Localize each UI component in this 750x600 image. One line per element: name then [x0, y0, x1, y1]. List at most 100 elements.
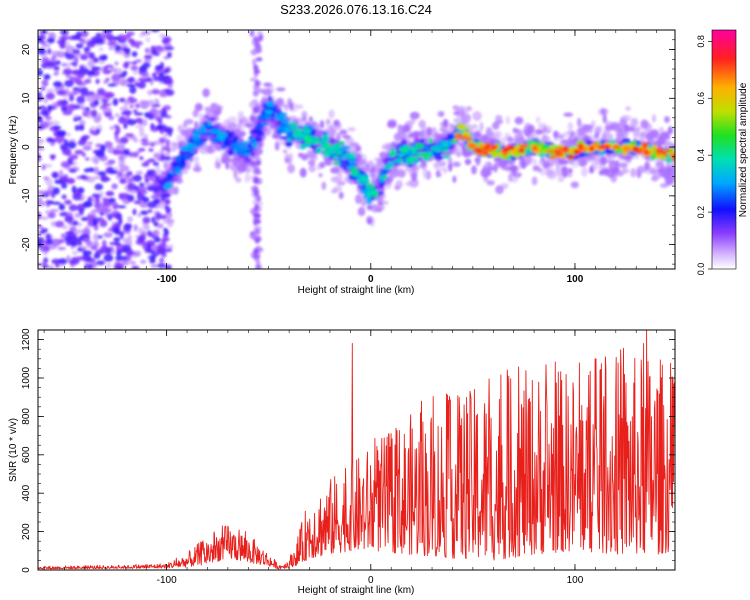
heatmap-blob	[202, 88, 210, 98]
heatmap-blob	[85, 107, 90, 112]
heatmap-blob	[61, 182, 68, 189]
heatmap-blob	[114, 113, 121, 118]
heatmap-blob	[218, 131, 228, 137]
heatmap-blob	[119, 97, 125, 103]
heatmap-blob	[114, 61, 119, 66]
heatmap-blob	[491, 144, 498, 150]
heatmap-blob	[319, 120, 325, 129]
heatmap-blob	[52, 201, 61, 205]
heatmap-blob	[174, 166, 181, 172]
heatmap-blob	[94, 158, 99, 165]
heatmap-blob	[80, 217, 89, 221]
heatmap-blob	[180, 129, 189, 136]
heatmap-blob	[560, 139, 571, 144]
heatmap-blob	[156, 223, 164, 229]
x-tick-label: -100	[157, 575, 177, 586]
heatmap-blob	[461, 131, 470, 136]
heatmap-blob	[339, 129, 348, 135]
heatmap-blob	[159, 149, 165, 155]
heatmap-blob	[452, 105, 459, 110]
heatmap-blob	[448, 123, 456, 129]
x-tick-label: 0	[368, 575, 374, 586]
heatmap-blob	[102, 239, 107, 248]
heatmap-blob	[338, 191, 344, 200]
heatmap-blob	[155, 212, 162, 221]
heatmap-blob	[64, 235, 72, 242]
heatmap-blob	[112, 149, 121, 156]
heatmap-blob	[70, 256, 80, 265]
heatmap-blob	[527, 124, 535, 134]
heatmap-blob	[336, 180, 346, 186]
heatmap-blob	[531, 176, 538, 186]
y-tick-label: 0	[21, 567, 32, 573]
heatmap-blob	[252, 60, 257, 67]
heatmap-blob	[119, 165, 130, 172]
heatmap-blob	[122, 70, 128, 76]
heatmap-blob	[161, 237, 170, 242]
heatmap-blob	[50, 120, 61, 126]
heatmap-blob	[164, 68, 170, 73]
heatmap-blob	[53, 81, 63, 88]
heatmap-blob	[62, 68, 73, 75]
heatmap-blob	[154, 174, 160, 181]
heatmap-blob	[377, 200, 383, 206]
heatmap-blob	[256, 219, 261, 224]
heatmap-blob	[242, 147, 251, 151]
heatmap-blob	[139, 201, 149, 209]
heatmap-blob	[183, 121, 188, 128]
heatmap-blob	[567, 122, 574, 131]
heatmap-blob	[40, 109, 48, 116]
heatmap-blob	[498, 157, 507, 168]
heatmap-blob	[107, 213, 113, 221]
heatmap-blob	[82, 228, 91, 236]
heatmap-blob	[344, 160, 350, 167]
heatmap-blob	[485, 127, 493, 136]
heatmap-blob	[63, 139, 69, 146]
heatmap-blob	[38, 196, 42, 202]
heatmap-blob	[568, 167, 573, 174]
heatmap-blob	[142, 216, 151, 224]
heatmap-blob	[166, 51, 172, 59]
heatmap-blob	[328, 128, 337, 136]
heatmap-blob	[111, 183, 118, 190]
heatmap-blob	[38, 69, 43, 77]
heatmap-blob	[387, 121, 397, 129]
heatmap-blob	[625, 106, 631, 111]
heatmap-blob	[164, 46, 175, 51]
heatmap-blob	[650, 156, 657, 160]
heatmap-blob	[460, 110, 466, 119]
heatmap-blob	[455, 151, 462, 158]
heatmap-blob	[589, 145, 595, 152]
heatmap-blob	[434, 148, 441, 153]
heatmap-blob	[126, 171, 133, 176]
heatmap-blob	[102, 99, 108, 104]
heatmap-blob	[38, 115, 42, 122]
heatmap-blob	[652, 114, 656, 123]
heatmap-blob	[432, 127, 437, 132]
heatmap-blob	[43, 257, 49, 264]
heatmap-blob	[163, 162, 169, 170]
x-tick-label: -100	[157, 274, 177, 285]
heatmap-blob	[507, 145, 515, 151]
heatmap-blob	[144, 112, 150, 118]
heatmap-blob	[174, 156, 182, 163]
heatmap-blob	[146, 243, 152, 251]
heatmap-blob	[135, 170, 144, 175]
heatmap-blob	[253, 218, 258, 226]
heatmap-blob	[133, 200, 142, 205]
heatmap-blob	[401, 147, 409, 153]
heatmap-blob	[46, 88, 55, 94]
heatmap-blob	[165, 89, 175, 96]
heatmap-blob	[189, 148, 195, 154]
heatmap-blob	[67, 157, 74, 165]
heatmap-blob	[139, 182, 145, 187]
heatmap-blob	[508, 173, 513, 182]
heatmap-blob	[46, 238, 53, 246]
heatmap-blob	[171, 161, 180, 168]
heatmap-blob	[74, 124, 80, 131]
heatmap-blob	[75, 43, 84, 49]
heatmap-blob	[71, 69, 82, 76]
heatmap-blob	[464, 158, 472, 165]
heatmap-blob	[233, 169, 238, 180]
heatmap-blob	[38, 138, 43, 143]
